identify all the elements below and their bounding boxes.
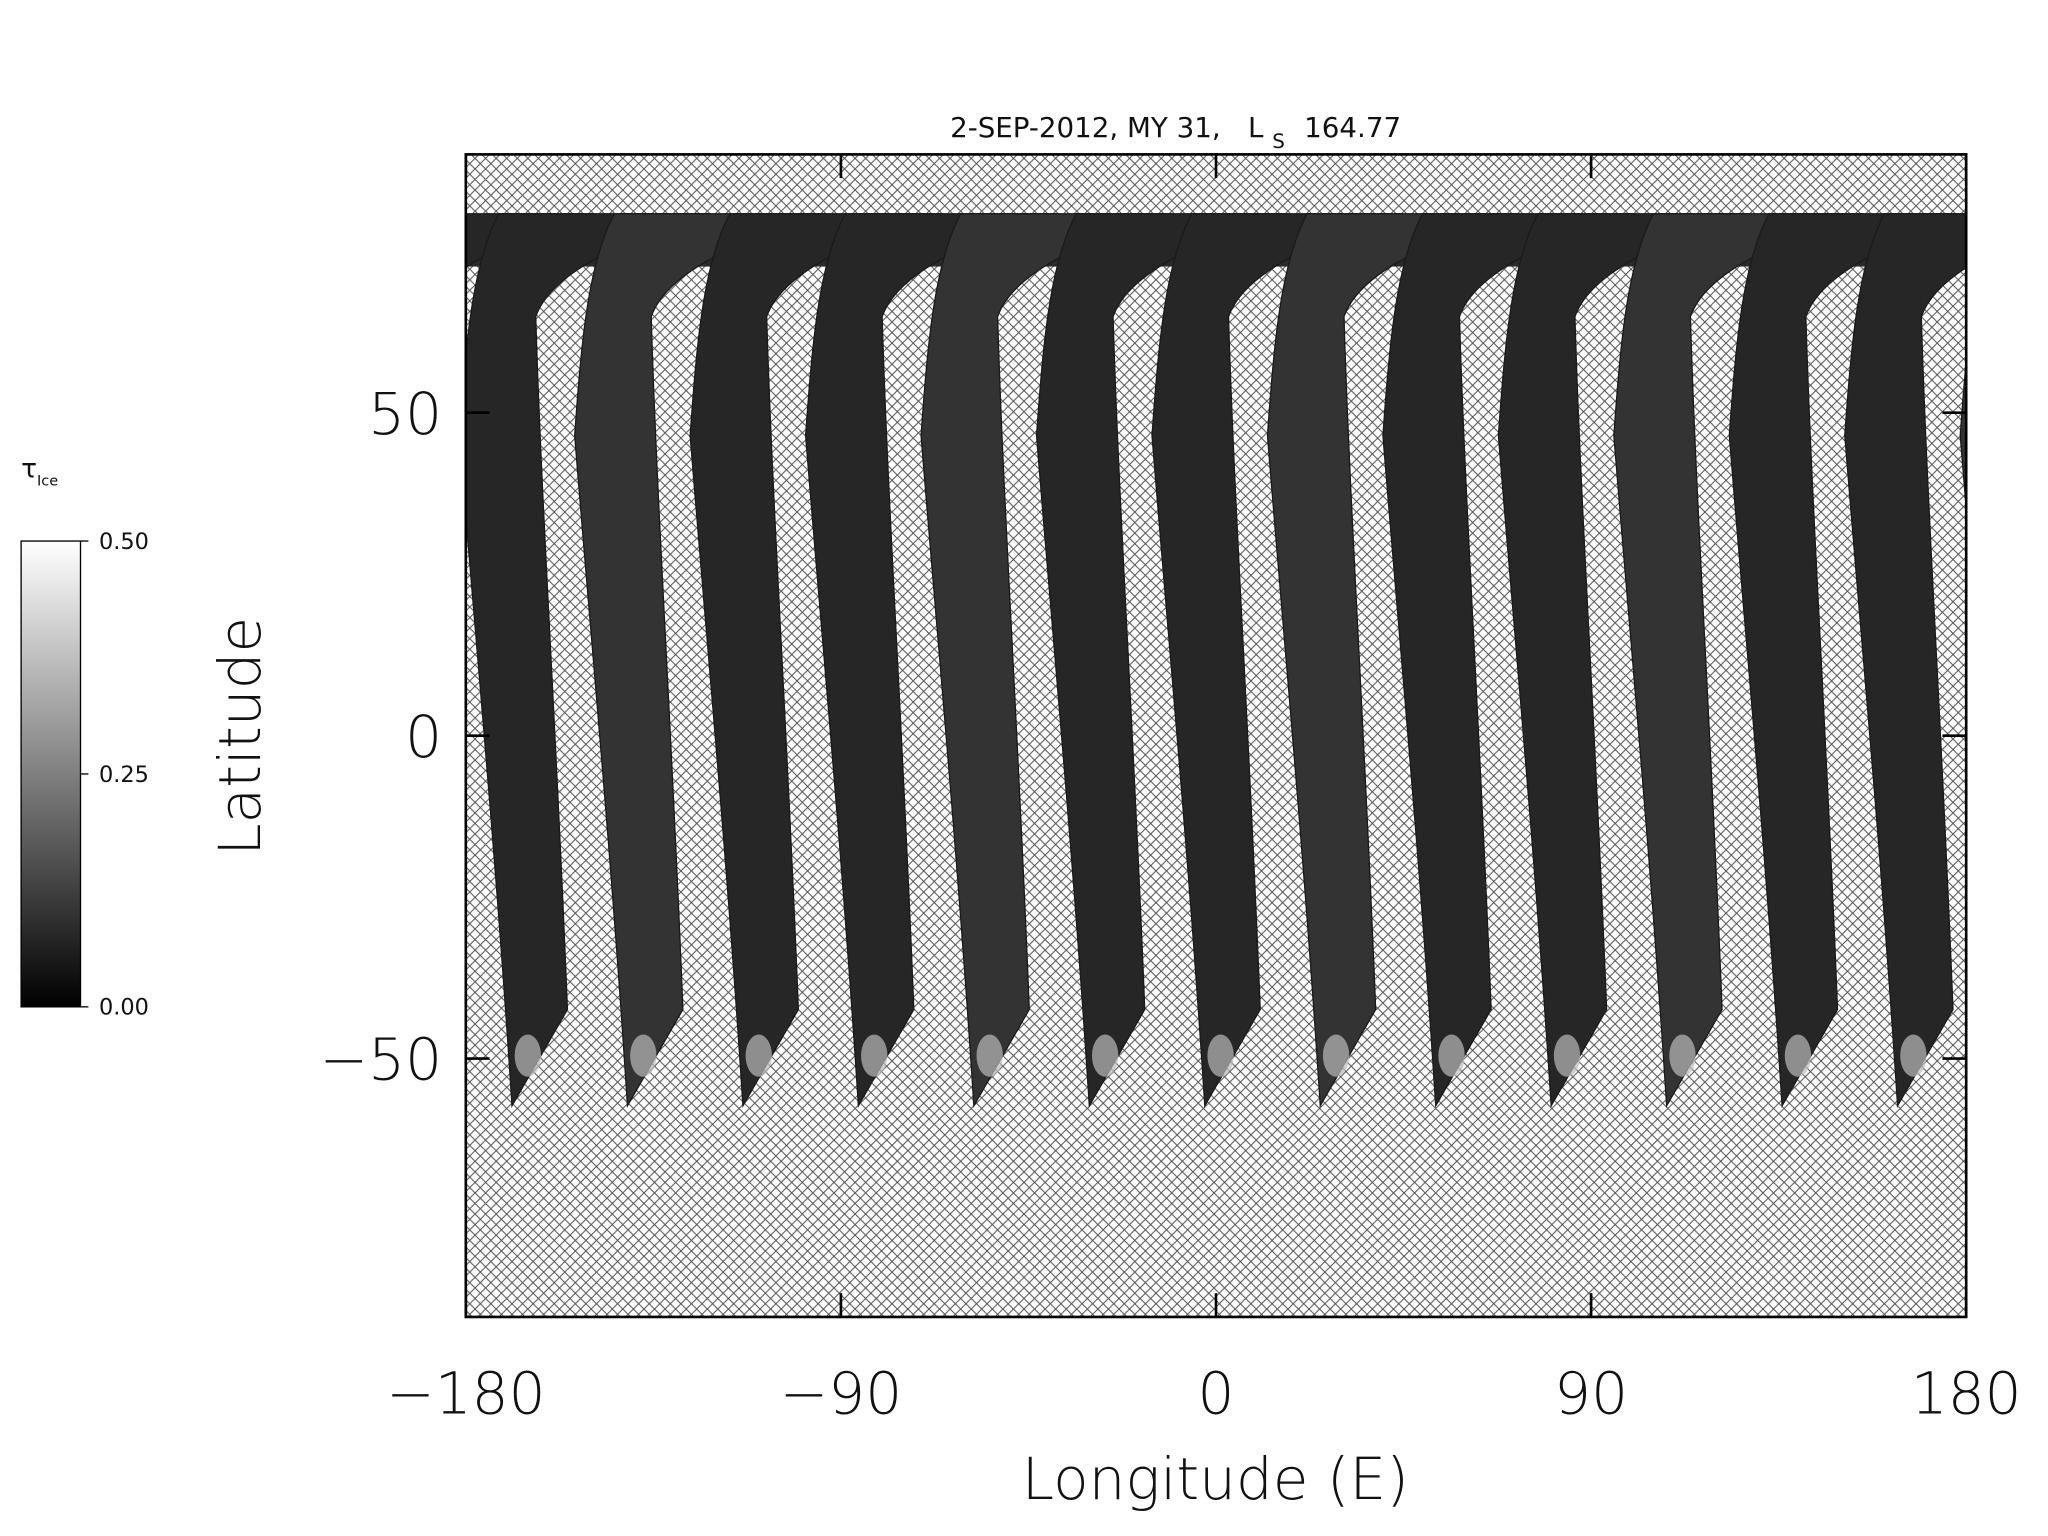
swath-bright <box>1669 1034 1696 1077</box>
swath <box>1728 213 1967 1109</box>
x-tick-label: 0 <box>1198 1359 1235 1427</box>
swath-bright <box>976 1034 1003 1077</box>
swath <box>1959 355 1967 517</box>
swath-bright <box>1784 1034 1812 1077</box>
x-tick-label: −90 <box>780 1359 903 1427</box>
y-tick-label: 0 <box>405 703 442 771</box>
swath-bright <box>2016 1035 2042 1077</box>
colorbar <box>20 540 82 1008</box>
x-tick-label: 90 <box>1554 1359 1628 1427</box>
swath-bright <box>630 1034 657 1077</box>
swath-bright <box>1553 1034 1581 1077</box>
swath-bright <box>1091 1034 1119 1077</box>
swath-bright <box>861 1034 888 1077</box>
swath-bright <box>1438 1034 1465 1077</box>
colorbar-tick-label: 0.00 <box>99 995 149 1021</box>
x-axis-label: Longitude (E) <box>1022 1445 1409 1513</box>
y-tick-label: −50 <box>320 1026 443 1094</box>
colorbar-tick-label: 0.25 <box>99 762 149 788</box>
swath-bright <box>1900 1034 1927 1077</box>
y-tick-label: 50 <box>368 380 442 448</box>
x-tick-label: 180 <box>1911 1359 2022 1427</box>
swath-bright <box>514 1034 542 1077</box>
swath-bright <box>1322 1034 1350 1077</box>
colorbar-tick-label: 0.50 <box>99 529 149 555</box>
x-tick-label: −180 <box>386 1359 545 1427</box>
swath-bright <box>1207 1034 1234 1077</box>
swath-bright <box>745 1034 772 1077</box>
swath <box>1844 213 1967 1109</box>
swaths <box>465 213 2042 1109</box>
y-axis-label: Latitude <box>206 617 274 856</box>
chart-title: 2-SEP-2012, MY 31, L S 164.77 <box>950 111 1401 155</box>
colorbar-label: τIce <box>21 455 58 490</box>
